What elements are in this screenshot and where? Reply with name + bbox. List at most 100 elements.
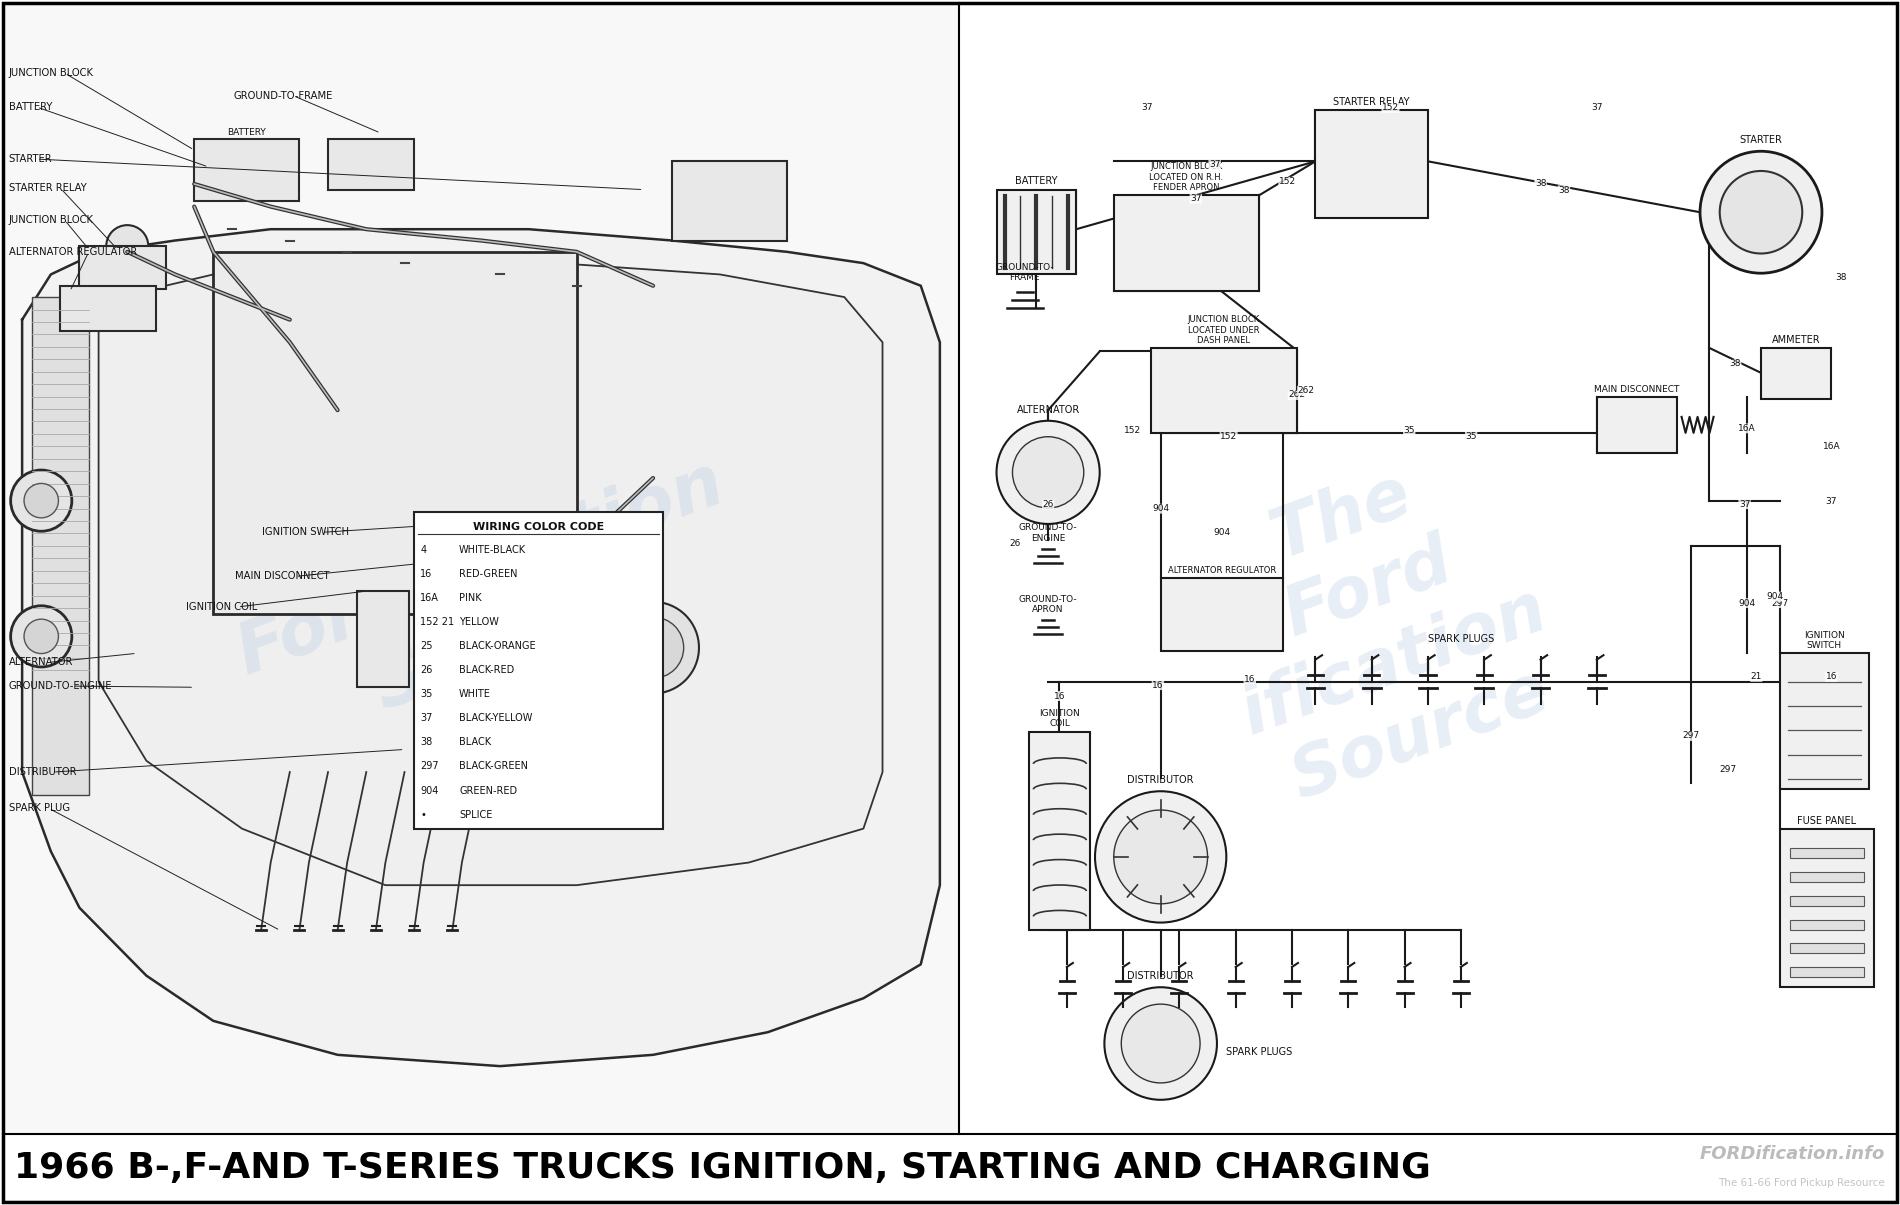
Text: STARTER RELAY: STARTER RELAY [1334, 98, 1410, 107]
Text: 16A: 16A [1738, 424, 1756, 433]
Bar [4, 1134, 1896, 1203]
Text: 37: 37 [1208, 160, 1220, 170]
Text: 904: 904 [1767, 592, 1784, 601]
Bar [1596, 396, 1676, 453]
Text: BLACK: BLACK [460, 737, 492, 747]
Text: JUNCTION BLOCK: JUNCTION BLOCK [10, 69, 93, 78]
Text: The 61-66 Ford Pickup Resource: The 61-66 Ford Pickup Resource [1718, 1178, 1885, 1188]
Bar [1030, 733, 1091, 930]
Text: 297: 297 [1720, 765, 1737, 774]
Text: 35: 35 [420, 689, 433, 699]
Text: BLACK-RED: BLACK-RED [460, 665, 515, 675]
Text: 904: 904 [1151, 504, 1168, 513]
Bar [1161, 577, 1282, 651]
Text: 1966 B-,F-AND T-SERIES TRUCKS IGNITION, STARTING AND CHARGING: 1966 B-,F-AND T-SERIES TRUCKS IGNITION, … [13, 1151, 1431, 1185]
Text: 16: 16 [1151, 681, 1163, 689]
Text: 35: 35 [1465, 431, 1476, 441]
Circle shape [1094, 792, 1226, 923]
Text: 297: 297 [1771, 599, 1788, 607]
Text: RED-GREEN: RED-GREEN [460, 569, 517, 580]
Bar [1790, 919, 1864, 929]
Text: 904: 904 [1738, 599, 1756, 607]
Text: 38: 38 [1558, 186, 1569, 195]
Bar [1790, 944, 1864, 953]
Text: 16A: 16A [1822, 441, 1841, 451]
Bar [1780, 829, 1873, 987]
Text: 37: 37 [1189, 194, 1201, 204]
Text: 37: 37 [1826, 496, 1837, 506]
Text: MAIN DISCONNECT: MAIN DISCONNECT [1594, 384, 1680, 394]
Text: 35: 35 [1404, 425, 1416, 435]
Text: The
Fordification
Source: The Fordification Source [201, 374, 762, 764]
Text: GROUND-TO-FRAME: GROUND-TO-FRAME [234, 90, 332, 101]
Text: IGNITION
COIL: IGNITION COIL [1039, 709, 1081, 729]
Text: •: • [420, 810, 426, 819]
Circle shape [429, 727, 475, 772]
Text: STARTER: STARTER [1740, 135, 1782, 146]
Bar [673, 161, 787, 241]
Circle shape [1121, 1004, 1201, 1083]
Text: JUNCTION BLOCK: JUNCTION BLOCK [10, 216, 93, 225]
Text: FORDification.info: FORDification.info [1700, 1146, 1885, 1163]
Text: 16: 16 [1244, 675, 1256, 683]
Circle shape [996, 421, 1100, 524]
Text: IGNITION COIL: IGNITION COIL [186, 602, 256, 612]
Bar [1315, 111, 1429, 218]
Text: 16: 16 [420, 569, 433, 580]
Text: STARTER: STARTER [10, 154, 53, 164]
Text: ALTERNATOR: ALTERNATOR [10, 658, 72, 668]
Text: 152: 152 [1279, 177, 1296, 187]
Text: BLACK-YELLOW: BLACK-YELLOW [460, 713, 532, 723]
Circle shape [608, 601, 699, 694]
Text: GROUND-TO-
FRAME: GROUND-TO- FRAME [996, 263, 1054, 282]
Text: 37: 37 [1140, 104, 1151, 112]
Polygon shape [99, 263, 882, 886]
Bar [414, 512, 663, 829]
Polygon shape [23, 229, 940, 1066]
Text: AMMETER: AMMETER [1773, 335, 1820, 345]
Text: JUNCTION BLOCK
LOCATED UNDER
DASH PANEL: JUNCTION BLOCK LOCATED UNDER DASH PANEL [1188, 316, 1260, 345]
Text: SPLICE: SPLICE [460, 810, 492, 819]
Text: 297: 297 [420, 762, 439, 771]
Text: 38: 38 [1835, 274, 1847, 282]
Text: 152: 152 [1125, 425, 1142, 435]
Text: GROUND-TO-ENGINE: GROUND-TO-ENGINE [10, 681, 112, 692]
Bar [1151, 348, 1296, 433]
Bar [4, 2, 960, 1134]
Bar [1780, 653, 1870, 789]
Bar [1790, 872, 1864, 882]
Text: 37: 37 [1738, 500, 1750, 509]
Text: BATTERY: BATTERY [10, 102, 51, 112]
Text: DISTRIBUTOR: DISTRIBUTOR [1127, 775, 1193, 786]
Circle shape [1104, 987, 1216, 1100]
Text: DISTRIBUTOR: DISTRIBUTOR [10, 768, 76, 777]
Text: 38: 38 [1729, 359, 1740, 369]
Text: SPARK PLUGS: SPARK PLUGS [1427, 634, 1493, 643]
Text: YELLOW: YELLOW [460, 617, 500, 627]
Text: WHITE: WHITE [460, 689, 490, 699]
Bar [194, 139, 300, 201]
Bar [357, 592, 408, 687]
Circle shape [25, 619, 59, 653]
Text: 904: 904 [420, 786, 439, 795]
Bar [1761, 348, 1832, 399]
Text: 262: 262 [1288, 390, 1305, 400]
Text: WIRING COLOR CODE: WIRING COLOR CODE [473, 522, 604, 531]
Circle shape [11, 470, 72, 531]
Text: 38: 38 [420, 737, 433, 747]
Text: 38: 38 [1535, 180, 1547, 188]
Text: BATTERY: BATTERY [1015, 176, 1058, 186]
Text: GROUND-TO-
ENGINE: GROUND-TO- ENGINE [1018, 523, 1077, 542]
Bar [80, 246, 165, 289]
Text: 152: 152 [1381, 104, 1398, 112]
Text: 26: 26 [1009, 539, 1020, 548]
Text: 21: 21 [1750, 672, 1761, 681]
Text: 262: 262 [1298, 386, 1315, 395]
Text: 152: 152 [1220, 431, 1237, 441]
Text: BATTERY: BATTERY [228, 128, 266, 136]
Bar [329, 139, 414, 189]
Bar [1113, 195, 1260, 292]
Text: IGNITION
SWITCH: IGNITION SWITCH [1803, 631, 1845, 651]
Text: ALTERNATOR: ALTERNATOR [1017, 405, 1079, 415]
Bar [1790, 848, 1864, 858]
